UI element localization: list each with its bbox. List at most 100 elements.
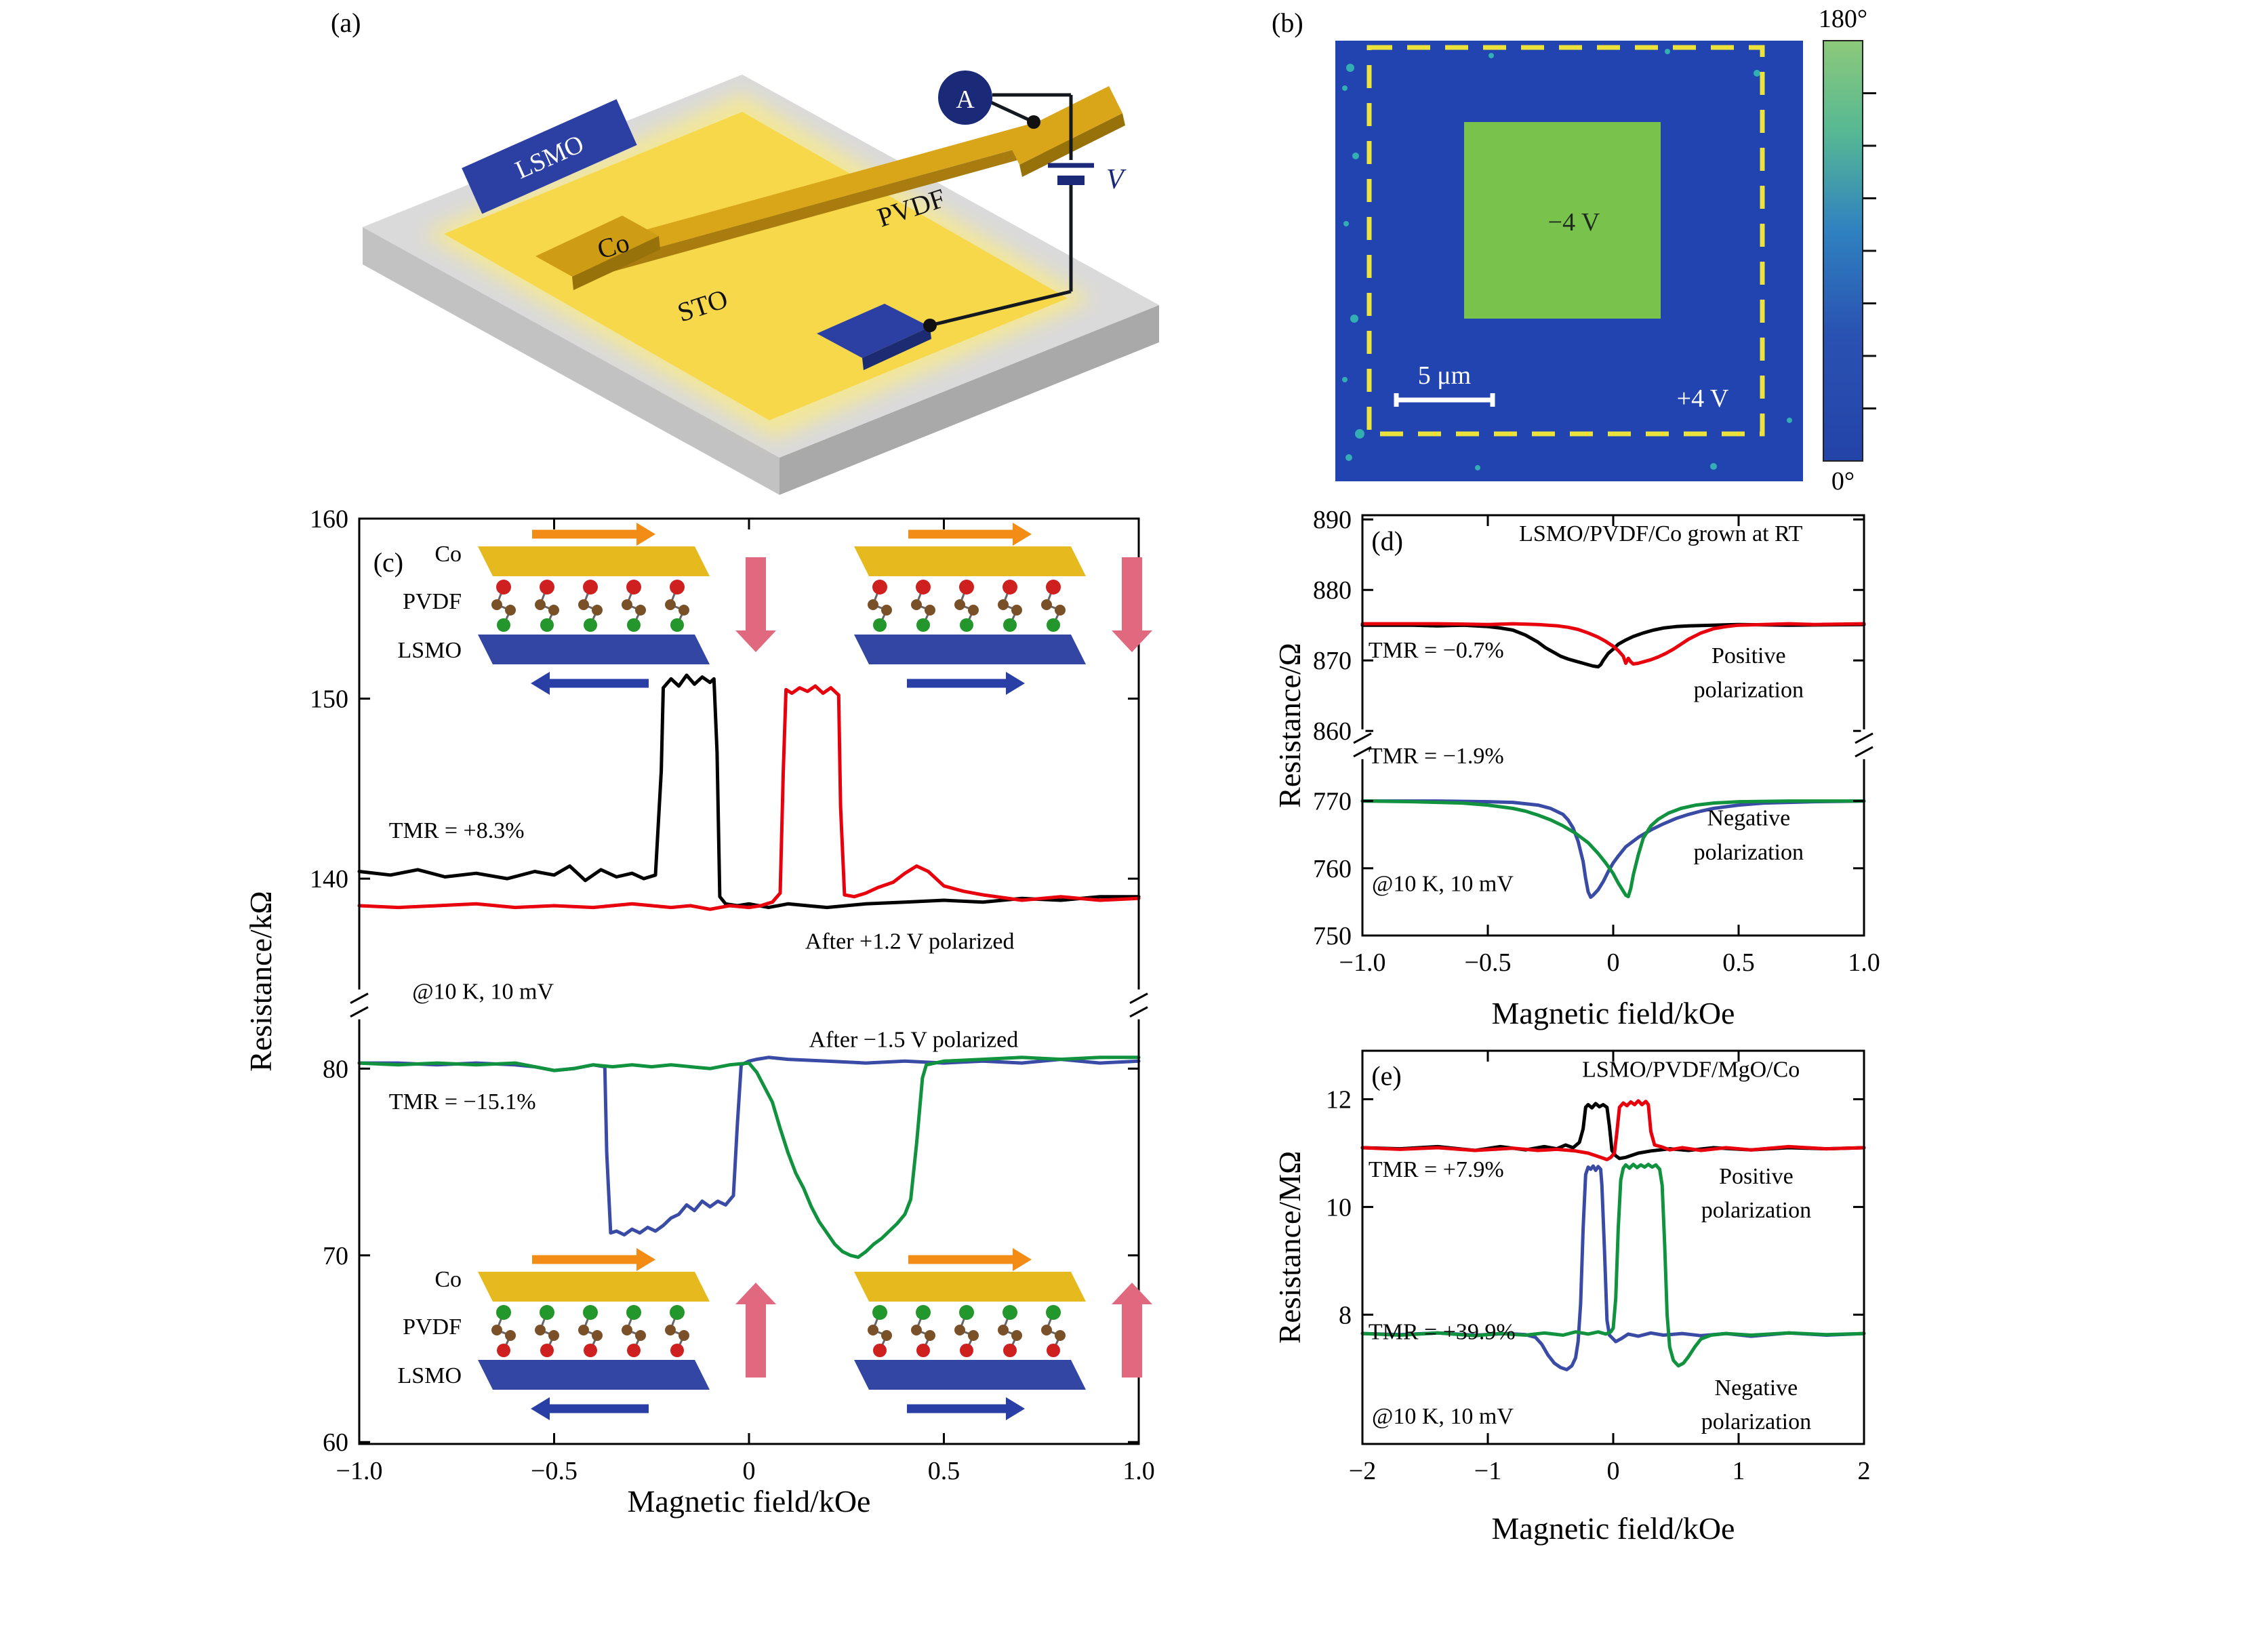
backbone-atom xyxy=(622,599,632,610)
annotation: Positive xyxy=(1712,643,1786,668)
axis-break-mark xyxy=(350,992,369,1004)
axis-break-mark xyxy=(1353,732,1372,744)
top-atom xyxy=(583,1305,598,1320)
backbone-atom xyxy=(868,599,878,610)
bottom-atom xyxy=(670,1344,684,1357)
top-atom xyxy=(1003,1305,1017,1320)
bottom-atom xyxy=(627,1344,641,1357)
annotation: Positive xyxy=(1719,1164,1794,1189)
backbone-atom xyxy=(881,1330,892,1341)
x-tick-label: 1 xyxy=(1733,1457,1745,1485)
polarization-arrow-head xyxy=(1112,630,1152,652)
backbone-atom xyxy=(679,1330,689,1341)
backbone-atom xyxy=(592,605,603,616)
wire-cap-to-ammeter xyxy=(988,100,1035,124)
pfm-noise-speckles xyxy=(1342,49,1792,470)
y-tick-label: 8 xyxy=(1339,1301,1352,1329)
y-tick-label: 890 xyxy=(1313,506,1352,534)
y-tick-label: 10 xyxy=(1326,1193,1352,1222)
annotation: TMR = −0.7% xyxy=(1369,638,1504,663)
y-axis-label: Resistance/Ω xyxy=(1272,643,1307,808)
series-negative-sweep-down xyxy=(1360,799,1866,899)
top-atom xyxy=(670,580,685,595)
annotation: TMR = −15.1% xyxy=(389,1089,536,1114)
pvdf-stack-inset-top-left: Co PVDF LSMO xyxy=(398,523,776,695)
pvdf-stack-inset-top-right xyxy=(854,523,1152,695)
x-tick-label: 0 xyxy=(1607,948,1620,977)
annotation: After −1.5 V polarized xyxy=(809,1027,1019,1052)
written-region-square xyxy=(1464,122,1661,319)
y-tick-label: 140 xyxy=(310,865,348,893)
panel-label: (c) xyxy=(373,547,403,578)
bottom-pad-side xyxy=(862,327,931,370)
arrow-head xyxy=(531,672,550,695)
series-negative-sweep-down xyxy=(1360,1164,1866,1371)
top-atom xyxy=(916,1305,931,1320)
pvdf-stack-inset-bottom-left: Co PVDF LSMO xyxy=(398,1248,776,1420)
x-tick-label: −0.5 xyxy=(531,1457,578,1485)
backbone-atom xyxy=(592,1330,603,1341)
ammeter-label: A xyxy=(956,85,975,114)
circuit-wires xyxy=(929,93,1073,327)
top-atom xyxy=(1046,580,1061,595)
arrow-head xyxy=(1013,523,1032,546)
top-atom xyxy=(1003,580,1017,595)
axis-break-mark xyxy=(350,1006,369,1018)
backbone-atom xyxy=(578,1325,589,1335)
scale-bar xyxy=(1394,393,1495,407)
x-tick-label: −1 xyxy=(1474,1457,1501,1485)
backbone-atom xyxy=(925,1330,935,1341)
backbone-atom xyxy=(505,1330,516,1341)
series-positive-sweep-down xyxy=(1360,622,1866,666)
bottom-atom xyxy=(1003,1344,1017,1357)
backbone-atom xyxy=(954,599,965,610)
bottom-atom xyxy=(584,1344,597,1357)
series-negative-sweep-up xyxy=(1360,1163,1866,1368)
axis-break-mark xyxy=(1129,1006,1148,1018)
backbone-atom xyxy=(548,1330,559,1341)
x-tick-label: −0.5 xyxy=(1465,948,1512,977)
inset-pvdf-label: PVDF xyxy=(403,1314,462,1340)
x-tick-label: 0.5 xyxy=(1722,948,1755,977)
backbone-atom xyxy=(1055,605,1066,616)
y-tick-label: 750 xyxy=(1313,922,1352,950)
y-axis-label: Resistance/kΩ xyxy=(243,891,278,1072)
x-tick-label: 1.0 xyxy=(1122,1457,1155,1485)
bottom-atom xyxy=(540,1344,554,1357)
inset-lsmo-label: LSMO xyxy=(398,638,462,663)
annotation: @10 K, 10 mV xyxy=(412,979,554,1004)
arrow-head xyxy=(636,523,655,546)
backbone-atom xyxy=(1055,1330,1066,1341)
bottom-atom xyxy=(670,618,684,632)
plot-area xyxy=(1362,1051,1864,1444)
backbone-atom xyxy=(491,1325,502,1335)
top-atom xyxy=(1046,1305,1061,1320)
inset-lsmo-label: LSMO xyxy=(398,1363,462,1388)
bottom-atom xyxy=(497,618,510,632)
y-tick-label: 60 xyxy=(323,1428,348,1457)
backbone-atom xyxy=(911,1325,922,1335)
series-negative-sweep-up xyxy=(1360,799,1866,898)
backbone-atom xyxy=(491,599,502,610)
bottom-atom xyxy=(960,618,973,632)
bottom-atom xyxy=(916,1344,930,1357)
lsmo-layer xyxy=(854,1360,1086,1390)
backbone-atom xyxy=(535,599,546,610)
backbone-atom xyxy=(881,605,892,616)
backbone-atom xyxy=(578,599,589,610)
backbone-atom xyxy=(1011,605,1022,616)
annotation: TMR = +7.9% xyxy=(1369,1157,1504,1182)
scale-bar-label: 5 μm xyxy=(1418,361,1471,390)
y-tick-label: 70 xyxy=(323,1242,348,1270)
series-plus-polarized-sweep-up xyxy=(357,673,1141,910)
bottom-atom xyxy=(1003,618,1017,632)
colorbar-ticks xyxy=(1863,92,1876,409)
top-atom xyxy=(872,1305,887,1320)
panel-label: (e) xyxy=(1371,1060,1401,1091)
contact-dot-bottom xyxy=(923,319,937,332)
annotation: TMR = +8.3% xyxy=(389,818,525,843)
lsmo-layer xyxy=(478,635,710,664)
bottom-atom xyxy=(497,1344,510,1357)
co-cap-top xyxy=(1006,86,1122,165)
